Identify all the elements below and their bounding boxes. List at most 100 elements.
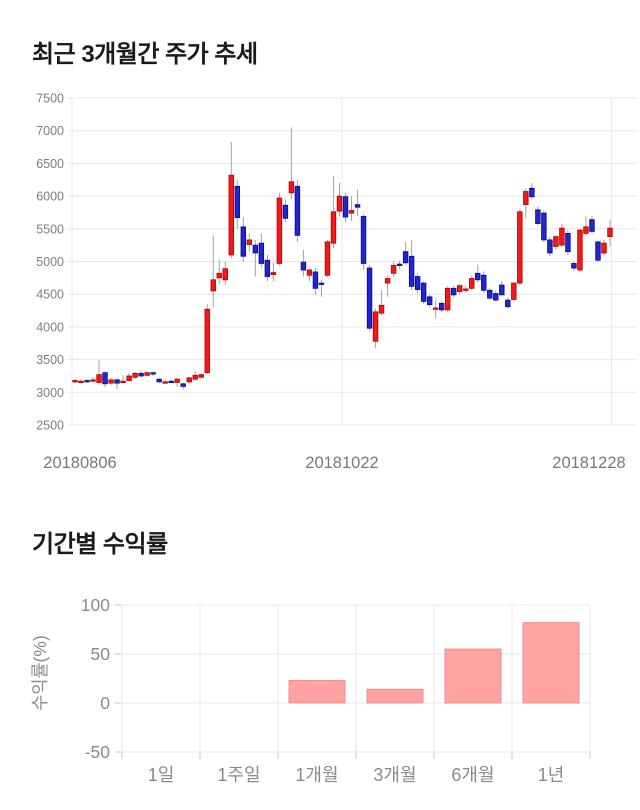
candle-body-up: [577, 229, 583, 271]
y-axis-tick-label: 50: [91, 644, 111, 664]
candle-body-down: [84, 380, 90, 383]
x-axis-tick-label: 20181228: [552, 454, 625, 472]
candle-body-down: [481, 274, 487, 291]
candle-body-down: [547, 239, 553, 254]
y-axis-tick-label: 100: [81, 595, 110, 615]
y-axis-tick-label: 0: [100, 693, 110, 713]
candle-body-down: [499, 284, 505, 296]
candle-body-up: [78, 380, 84, 383]
candle-body-down: [535, 209, 541, 224]
candle-body-down: [282, 204, 289, 219]
candle-body-up: [192, 374, 198, 380]
candle-body-up: [390, 265, 397, 274]
candle-body-up: [348, 210, 355, 214]
candle-body-down: [300, 261, 307, 271]
x-axis-category-label: 1개월: [295, 765, 338, 785]
candle-body-up: [324, 241, 331, 276]
candle-body-down: [541, 212, 547, 241]
y-axis-tick-label: 7500: [36, 92, 64, 106]
candle-body-down: [150, 372, 156, 375]
candle-body-down: [258, 242, 265, 264]
candle-body-down: [234, 185, 241, 219]
candlestick-plot: 7500 7000 6500 6000 5500 5000 4500 4000 3500 3000…: [36, 92, 637, 472]
candle-body-down: [529, 187, 535, 198]
candle-body-up: [96, 374, 102, 383]
y-axis-tick-label: 2500: [36, 419, 64, 433]
y-axis-tick-label: 6000: [36, 190, 64, 204]
candle-body-up: [559, 227, 565, 246]
candle-body-up: [517, 211, 523, 284]
candle-body-down: [156, 378, 162, 383]
y-axis-tick-label: 4500: [36, 288, 64, 302]
candle-body-up: [162, 381, 168, 384]
candle-body-down: [396, 263, 403, 266]
y-axis-tick-label: 7000: [36, 124, 64, 138]
x-axis-category-label: 1년: [538, 765, 565, 785]
candle-body-down: [360, 215, 367, 264]
candle-body-up: [228, 174, 234, 256]
candle-body-down: [114, 379, 120, 384]
candle-body-up: [246, 239, 253, 245]
candle-body-down: [342, 196, 349, 218]
y-axis-tick-label: 5500: [36, 222, 64, 236]
candle-body-down: [366, 267, 373, 329]
candle-body-up: [384, 278, 391, 284]
y-axis-tick-label: -50: [85, 742, 111, 762]
candle-body-up: [186, 377, 192, 383]
candle-body-up: [132, 372, 138, 378]
candle-body-up: [120, 380, 126, 383]
candle-body-down: [438, 302, 445, 311]
candle-body-up: [144, 372, 150, 376]
candle-body-up: [210, 279, 216, 292]
candle-body-down: [318, 282, 325, 285]
y-axis-tick-label: 4000: [36, 320, 64, 334]
candle-body-up: [523, 191, 529, 206]
candle-body-up: [463, 288, 469, 291]
candle-body-up: [469, 278, 475, 289]
candle-body-up: [276, 197, 283, 264]
candle-body-down: [475, 272, 481, 281]
candle-body-down: [312, 271, 319, 289]
candle-body-down: [102, 372, 108, 385]
candle-body-down: [487, 289, 493, 299]
return-bar: [522, 622, 580, 704]
candle-body-down: [294, 185, 301, 236]
candle-body-down: [354, 204, 361, 208]
y-axis-tick-label: 6500: [36, 157, 64, 171]
x-axis-tick-label: 20180806: [43, 454, 116, 472]
candle-body-down: [505, 299, 511, 308]
candle-body-down: [451, 287, 457, 296]
candle-body-up: [330, 211, 337, 244]
return-bar: [444, 648, 502, 704]
candle-body-down: [138, 372, 144, 377]
candle-body-down: [180, 383, 186, 387]
candle-body-up: [306, 269, 313, 276]
return-bar: [366, 688, 424, 704]
candle-body-down: [264, 259, 271, 277]
candle-body-down: [168, 380, 174, 383]
candle-body-up: [511, 282, 517, 300]
candle-body-up: [372, 311, 379, 342]
candle-body-down: [565, 232, 571, 253]
y-axis-tick-label: 3500: [36, 353, 64, 367]
candle-body-down: [493, 293, 499, 301]
candle-body-up: [198, 374, 204, 378]
candle-body-up: [126, 375, 132, 381]
y-axis-title: 수익률(%): [30, 635, 50, 711]
x-axis-category-label: 3개월: [373, 765, 416, 785]
candle-body-down: [420, 282, 427, 302]
x-axis-category-label: 1주일: [217, 765, 260, 785]
candle-body-up: [444, 287, 451, 311]
candle-body-up: [607, 227, 613, 238]
candle-body-up: [553, 236, 559, 247]
candle-body-up: [72, 380, 78, 383]
candle-body-up: [90, 379, 96, 382]
candle-body-down: [402, 251, 409, 264]
candle-body-up: [108, 379, 114, 384]
candle-body-up: [216, 272, 222, 279]
candle-body-down: [571, 263, 577, 269]
candle-body-up: [336, 195, 343, 212]
price-trend-title: 최근 3개월간 주가 추세: [32, 41, 258, 68]
candle-body-up: [583, 226, 589, 234]
